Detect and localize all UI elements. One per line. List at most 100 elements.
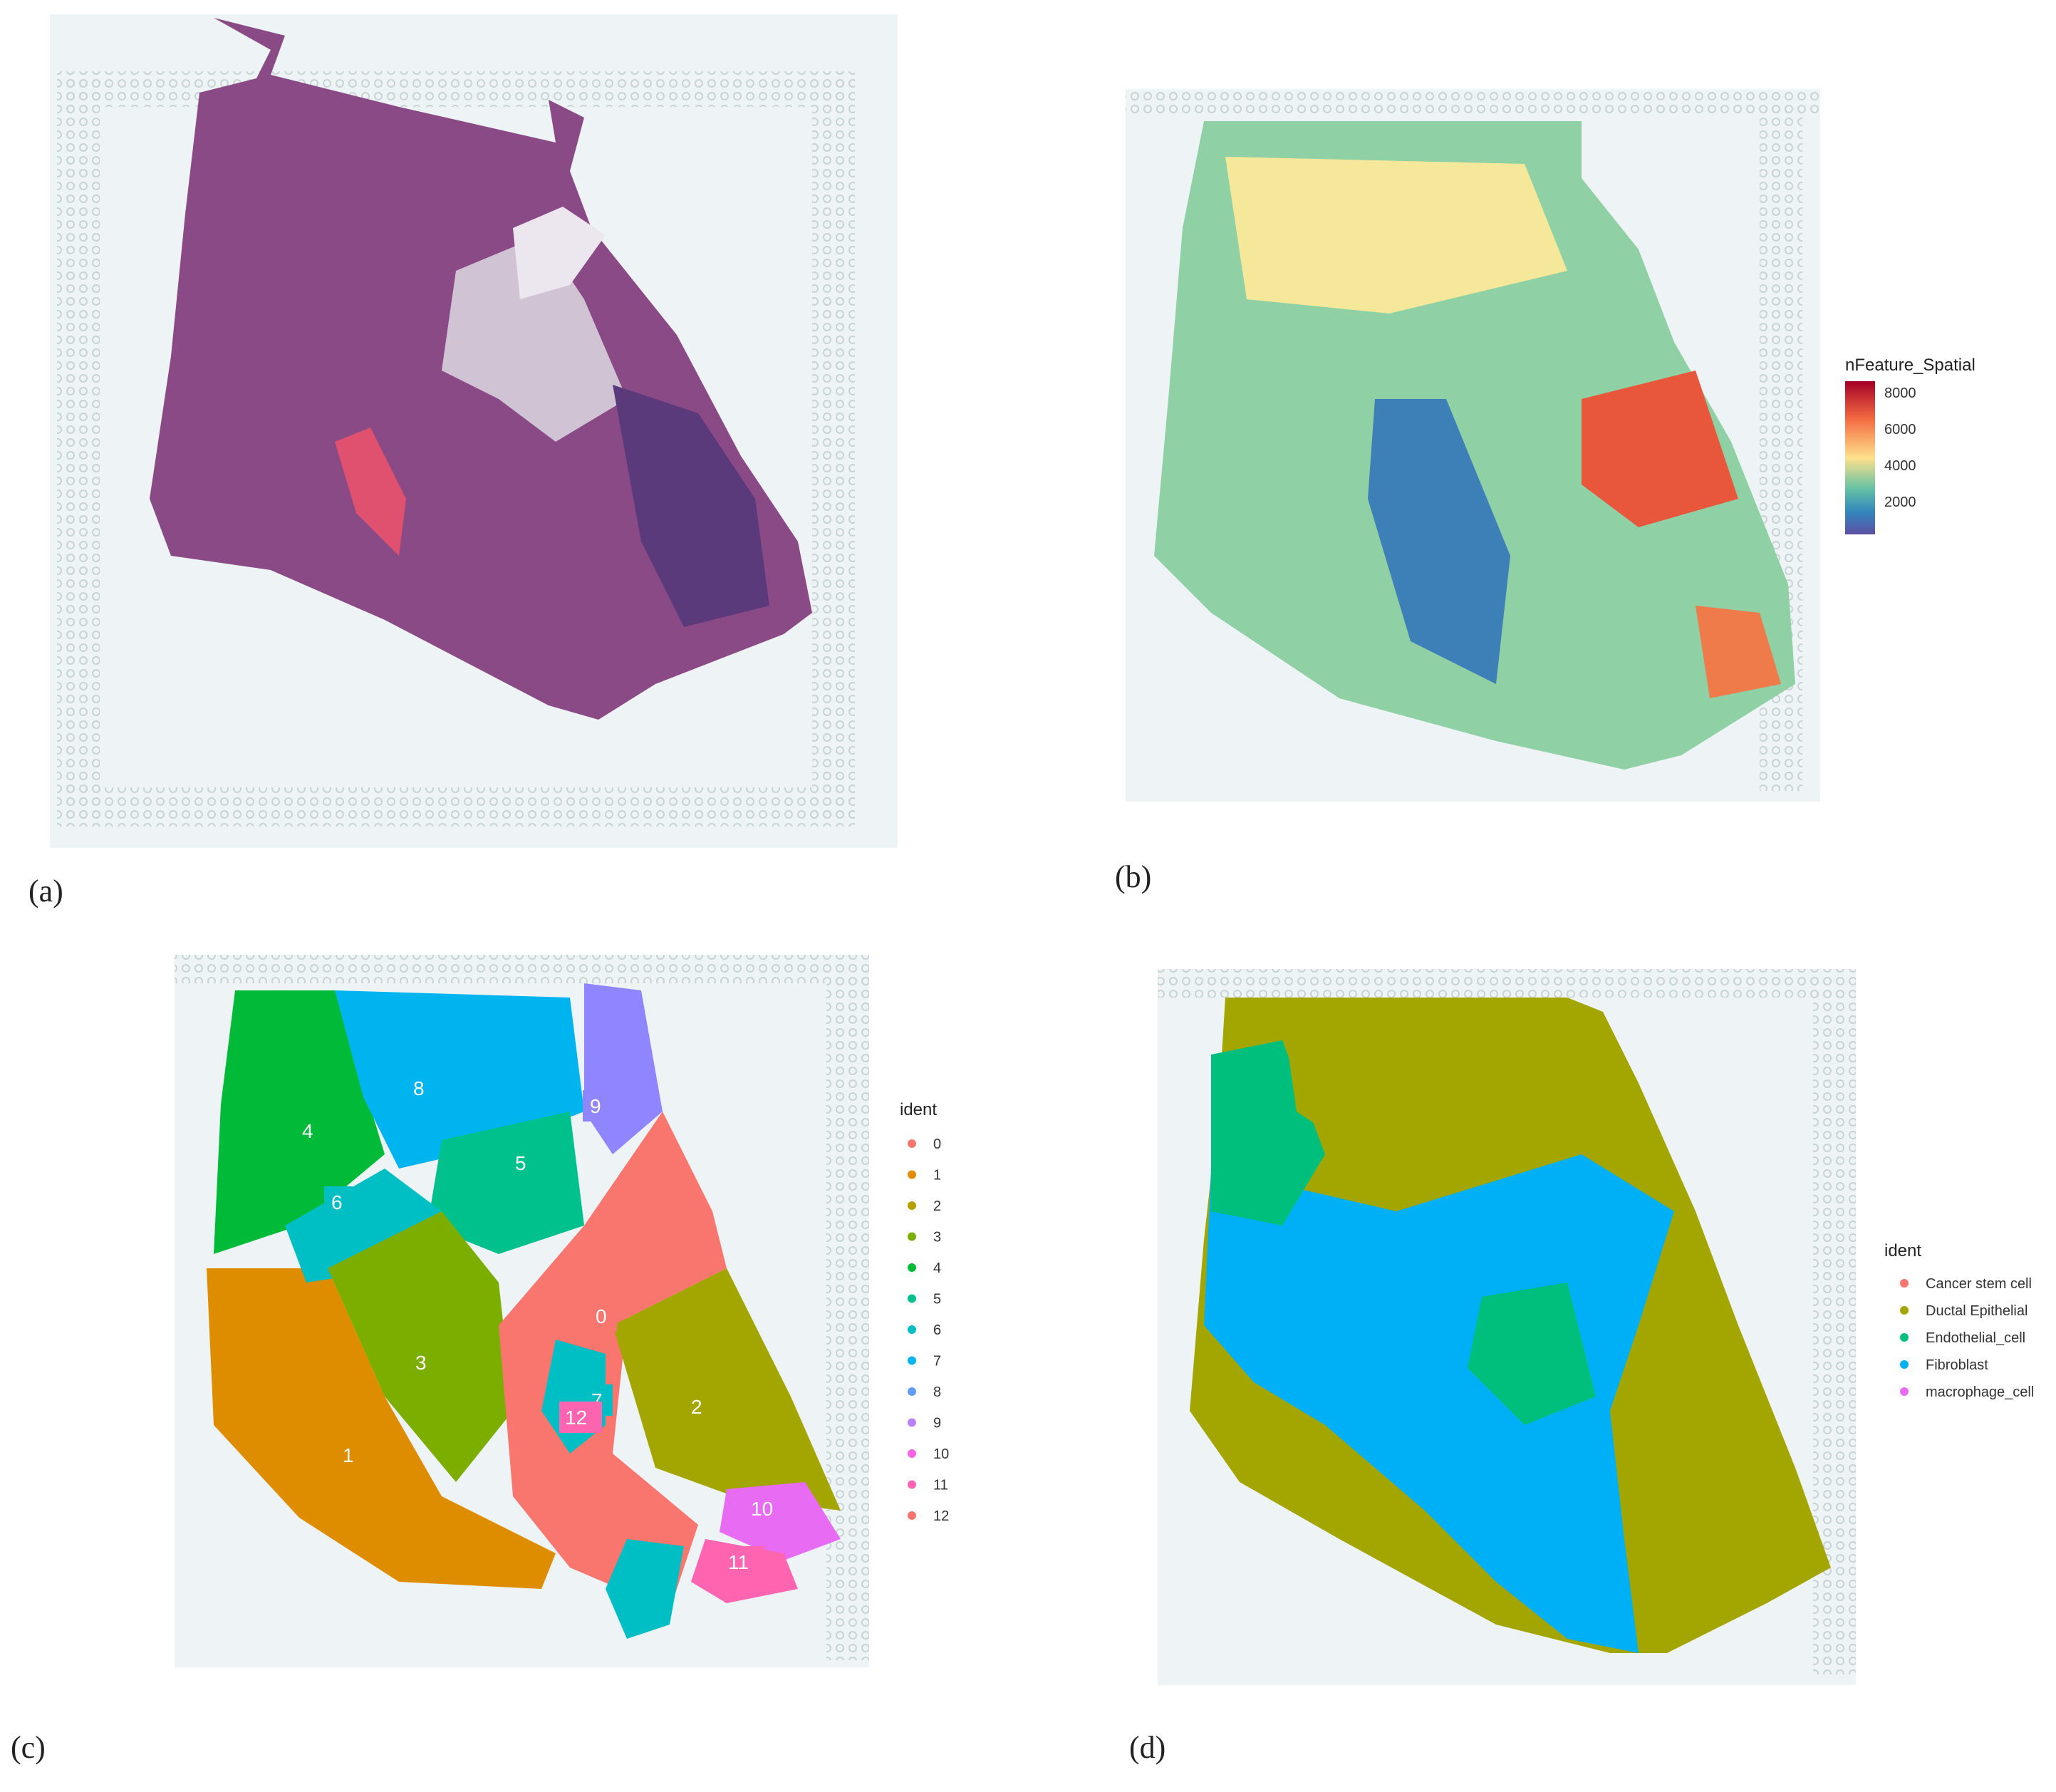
legend-c-entry-label: 3 <box>933 1230 941 1245</box>
fiducial-frame-right <box>812 71 855 827</box>
epithelial-region-upper <box>1282 1012 1610 1169</box>
cluster-label-box <box>744 1493 787 1524</box>
cluster-label-box <box>336 1439 364 1471</box>
cluster-label: 9 <box>590 1095 601 1117</box>
he-fat-region <box>513 207 606 299</box>
legend-d-entry-label: macrophage_cell <box>1926 1384 2034 1400</box>
feature-mid-region <box>1225 157 1567 314</box>
legend-c-entry-key <box>908 1480 916 1489</box>
legend-c-entry-label: 6 <box>933 1322 941 1338</box>
cluster-label-box <box>324 1186 353 1218</box>
legend-c-entry-key <box>908 1294 916 1303</box>
cluster-label: 0 <box>596 1305 607 1327</box>
legend-d-entry-label: Fibroblast <box>1926 1357 1988 1373</box>
legend-d: Cancer stem cell Ductal Epithelial Endothe… <box>1900 1276 2034 1400</box>
cluster-label-box <box>588 1300 617 1332</box>
he-stroma-region <box>442 235 627 442</box>
he-dense-region <box>613 385 769 627</box>
legend-c-entry-key <box>908 1170 916 1179</box>
cluster-label: 11 <box>728 1551 749 1573</box>
legend-c-entry-label: 5 <box>933 1292 941 1307</box>
colorbar-tick: 8000 <box>1884 385 1916 401</box>
legend-c-entry-label: 9 <box>933 1416 941 1431</box>
panel-label-a: (a) <box>28 874 63 908</box>
colorbar-tick: 2000 <box>1884 494 1916 510</box>
colorbar <box>1845 381 1875 534</box>
he-hemorrhage-region <box>335 428 406 556</box>
legend-c-entry-label: 8 <box>933 1384 941 1400</box>
feature-low-region <box>1368 399 1510 684</box>
fiducial-frame-bottom <box>57 787 855 827</box>
legend-c-entry-key <box>908 1418 916 1427</box>
cluster-region-5 <box>427 1112 584 1254</box>
fiducial-frame-right-c <box>826 976 869 1660</box>
legend-c-entry-label: 4 <box>933 1260 941 1276</box>
feature-high-region <box>1582 371 1738 527</box>
endothelial-region-2 <box>1468 1283 1596 1425</box>
legend-c-entry-key <box>908 1325 916 1334</box>
legend-c-entry-key <box>908 1356 916 1365</box>
legend-c-entry-key <box>908 1139 916 1148</box>
panel-c: 4 8 9 5 6 0 3 7 12 2 1 10 11 ident <box>11 955 949 1765</box>
legend-c-entry-key <box>908 1201 916 1210</box>
legend-c-entry-label: 7 <box>933 1354 941 1369</box>
legend-c-entry-label: 10 <box>933 1446 949 1462</box>
legend-d-entry-label: Endothelial_cell <box>1926 1330 2025 1346</box>
legend-d-entry-label: Cancer stem cell <box>1926 1276 2032 1292</box>
legend-c-entry-label: 0 <box>933 1136 941 1152</box>
legend-c-entry-label: 11 <box>933 1478 948 1493</box>
cluster-label: 3 <box>415 1352 427 1374</box>
cluster-label-box <box>408 1347 437 1378</box>
cluster-region-0 <box>499 1112 727 1610</box>
legend-c-entry-label: 1 <box>933 1168 941 1184</box>
legend-d-entry-key <box>1900 1360 1909 1369</box>
cluster-region-12-small <box>606 1539 684 1639</box>
legend-title-c: ident <box>900 1100 937 1119</box>
cluster-labels: 4 8 9 5 6 0 3 7 12 2 1 10 11 <box>296 1072 787 1578</box>
cluster-label: 6 <box>331 1191 343 1213</box>
colorbar-tick: 6000 <box>1884 422 1916 437</box>
legend-d-entry-key <box>1900 1387 1909 1396</box>
cluster-label: 1 <box>343 1444 354 1466</box>
panel-label-b: (b) <box>1115 859 1151 894</box>
cluster-label: 10 <box>751 1498 773 1520</box>
colorbar-tick: 4000 <box>1884 458 1916 474</box>
cluster-region-1 <box>207 1268 556 1589</box>
cluster-label-box <box>684 1391 712 1422</box>
fiducial-frame-top-b <box>1126 89 1820 118</box>
cluster-region-2 <box>613 1268 841 1511</box>
legend-title-b: nFeature_Spatial <box>1845 356 1975 375</box>
cluster-label-box <box>722 1546 764 1578</box>
cluster-label: 8 <box>413 1077 425 1099</box>
legend-d-entry-key <box>1900 1333 1909 1342</box>
panel-label-c: (c) <box>11 1730 46 1765</box>
cluster-label: 12 <box>565 1407 587 1429</box>
panel-a: (a) <box>28 14 898 908</box>
fibroblast-region <box>1204 1154 1674 1653</box>
legend-d-entry-label: Ductal Epithelial <box>1926 1303 2028 1319</box>
legend-d-entry-key <box>1900 1306 1909 1315</box>
legend-c-entry-key <box>908 1232 916 1241</box>
cluster-label-box <box>296 1115 324 1146</box>
panel-b: nFeature_Spatial 8000 6000 4000 2000 (b) <box>1115 89 1975 894</box>
feature-high-region-2 <box>1696 606 1781 698</box>
legend-c-entry-key <box>908 1449 916 1458</box>
cluster-label: 2 <box>691 1396 702 1418</box>
cluster-label-box <box>559 1402 602 1433</box>
cluster-label: 5 <box>515 1152 526 1174</box>
cluster-label: 4 <box>302 1120 313 1142</box>
panel-d: ident Cancer stem cell Ductal Epithelial E… <box>1129 969 2034 1765</box>
legend-c-entry-key <box>908 1387 916 1396</box>
legend-title-d: ident <box>1884 1241 1921 1260</box>
fiducial-frame-top <box>57 71 855 107</box>
legend-c-entry-label: 2 <box>933 1198 941 1214</box>
fiducial-frame-top-c <box>175 955 869 983</box>
cluster-label-box <box>583 1090 611 1122</box>
cluster-label-box <box>508 1147 536 1179</box>
legend-d-entry-key <box>1900 1279 1909 1288</box>
legend-c-entry-label: 12 <box>933 1508 949 1524</box>
cluster-label-box <box>406 1072 435 1104</box>
legend-c-entry-key <box>908 1263 916 1272</box>
